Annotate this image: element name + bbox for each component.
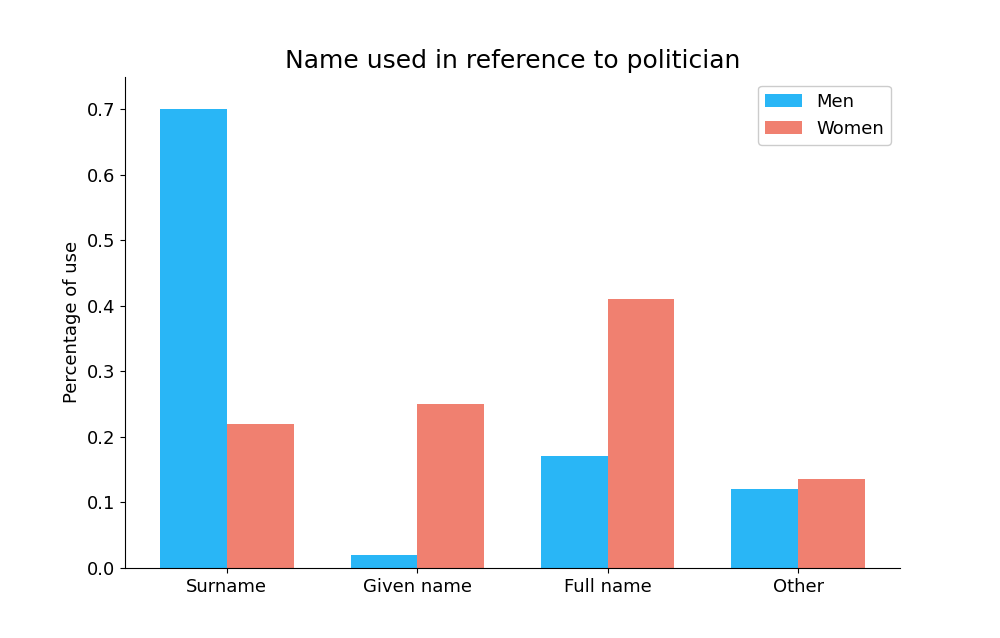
Bar (351, 554, 417, 568)
Bar (160, 109, 227, 568)
Legend: Men, Women: Men, Women (758, 85, 891, 145)
Bar (417, 404, 484, 568)
Bar (608, 299, 674, 568)
Y-axis label: Percentage of use: Percentage of use (63, 241, 81, 403)
Title: Name used in reference to politician: Name used in reference to politician (285, 49, 740, 73)
Bar (227, 424, 294, 568)
Bar (731, 489, 798, 568)
Bar (798, 479, 865, 568)
Bar (541, 456, 608, 568)
